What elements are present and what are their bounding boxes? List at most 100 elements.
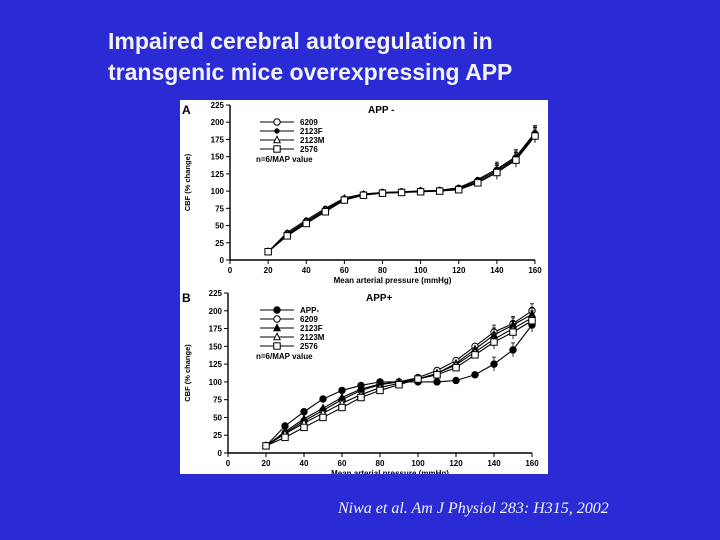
- data-point: [338, 403, 346, 412]
- data-point: [471, 371, 479, 379]
- y-tick-label: 225: [209, 289, 223, 298]
- y-tick-label: 200: [211, 118, 225, 127]
- legend-label: 2576: [300, 145, 318, 154]
- legend-marker: [273, 315, 281, 323]
- legend-marker: [273, 118, 281, 126]
- data-point: [340, 196, 349, 204]
- data-point: [493, 168, 501, 177]
- data-point: [471, 351, 479, 359]
- data-point: [452, 376, 460, 385]
- x-tick-label: 0: [228, 266, 233, 275]
- y-tick-label: 150: [211, 153, 225, 162]
- figure-panel: 0 25 50 75 100 125 150 175 200 225 0 20 40 60 80 100 120…: [180, 100, 548, 474]
- x-axis-label: Mean arterial pressure (mmHg): [334, 276, 452, 285]
- data-point: [490, 338, 498, 346]
- x-tick-label: 60: [340, 266, 349, 275]
- x-tick-label: 120: [449, 459, 463, 468]
- legend-note: n=6/MAP value: [256, 155, 313, 164]
- data-point: [509, 346, 517, 354]
- legend-label: APP-: [300, 306, 319, 315]
- y-tick-label: 125: [211, 170, 225, 179]
- y-tick-label: 25: [215, 239, 224, 248]
- legend-marker: [272, 323, 282, 332]
- data-point: [319, 413, 327, 422]
- y-tick-label: 50: [215, 222, 224, 231]
- y-tick-label: 200: [209, 307, 223, 316]
- data-point: [262, 442, 270, 450]
- y-axis-label: CBF (% change): [183, 153, 192, 211]
- data-point: [512, 156, 520, 164]
- x-tick-label: 40: [302, 266, 311, 275]
- y-tick-label: 125: [209, 360, 223, 369]
- y-tick-label: 25: [213, 431, 222, 440]
- x-tick-label: 20: [264, 266, 273, 275]
- legend-marker: [273, 145, 281, 153]
- legend-label: 2576: [300, 342, 318, 351]
- panel-title: APP+: [366, 293, 393, 304]
- data-point: [338, 386, 346, 395]
- data-point: [474, 179, 482, 187]
- series-2576: [262, 313, 536, 450]
- legend-label: 2123F: [300, 127, 323, 136]
- data-point: [378, 189, 387, 197]
- panel-b: 0 25 50 75 100 125 150 175 200 225 0 20 40 60 80 100 120…: [182, 289, 539, 474]
- y-tick-label: 100: [209, 378, 223, 387]
- y-tick-label: 75: [213, 396, 222, 405]
- data-point: [455, 186, 463, 194]
- data-point: [416, 188, 425, 196]
- data-point: [490, 360, 498, 368]
- data-point: [319, 395, 327, 403]
- y-tick-label: 175: [211, 135, 225, 144]
- slide-title-line-2: transgenic mice overexpressing APP: [108, 59, 513, 85]
- data-point: [283, 232, 291, 240]
- legend-label: 2123M: [300, 136, 325, 145]
- x-tick-label: 60: [338, 459, 347, 468]
- data-point: [435, 187, 444, 195]
- data-point: [433, 378, 441, 386]
- panel-title: APP -: [368, 105, 395, 116]
- x-axis-label: Mean arterial pressure (mmHg): [331, 469, 449, 474]
- data-point: [395, 381, 403, 389]
- x-tick-label: 80: [376, 459, 385, 468]
- x-tick-label: 140: [490, 266, 504, 275]
- legend-label: 6209: [300, 118, 318, 127]
- data-point: [531, 132, 539, 140]
- x-tick-label: 80: [378, 266, 387, 275]
- series-2576: [264, 128, 539, 256]
- legend-note: n=6/MAP value: [256, 352, 313, 361]
- data-point: [376, 386, 384, 395]
- data-point: [452, 363, 460, 372]
- legend-marker: [273, 306, 281, 314]
- y-tick-label: 75: [215, 204, 224, 213]
- legend-label: 6209: [300, 315, 318, 324]
- y-tick-label: 0: [220, 256, 225, 265]
- citation: Niwa et al. Am J Physiol 283: H315, 2002: [338, 500, 609, 517]
- y-tick-label: 0: [218, 449, 223, 458]
- x-tick-label: 20: [262, 459, 271, 468]
- legend-label: 2123F: [300, 324, 323, 333]
- legend-label: 2123M: [300, 333, 325, 342]
- data-point: [359, 191, 368, 199]
- legend-marker: [274, 128, 280, 134]
- data-point: [509, 328, 517, 336]
- x-tick-label: 100: [414, 266, 428, 275]
- data-point: [414, 375, 422, 383]
- data-point: [433, 371, 441, 379]
- data-point: [300, 408, 308, 416]
- x-tick-label: 140: [487, 459, 501, 468]
- slide-title: Impaired cerebral autoregulation in tran…: [108, 26, 668, 88]
- legend-marker: [272, 332, 282, 341]
- x-tick-label: 0: [226, 459, 231, 468]
- data-point: [528, 317, 536, 325]
- y-axis-label: CBF (% change): [183, 344, 192, 402]
- x-tick-label: 100: [411, 459, 425, 468]
- data-point: [397, 188, 406, 197]
- x-tick-label: 120: [452, 266, 466, 275]
- data-point: [321, 208, 330, 216]
- data-point: [357, 393, 365, 402]
- y-tick-label: 100: [211, 187, 225, 196]
- panel-a: 0 25 50 75 100 125 150 175 200 225 0 20 40 60 80 100 120…: [182, 101, 542, 285]
